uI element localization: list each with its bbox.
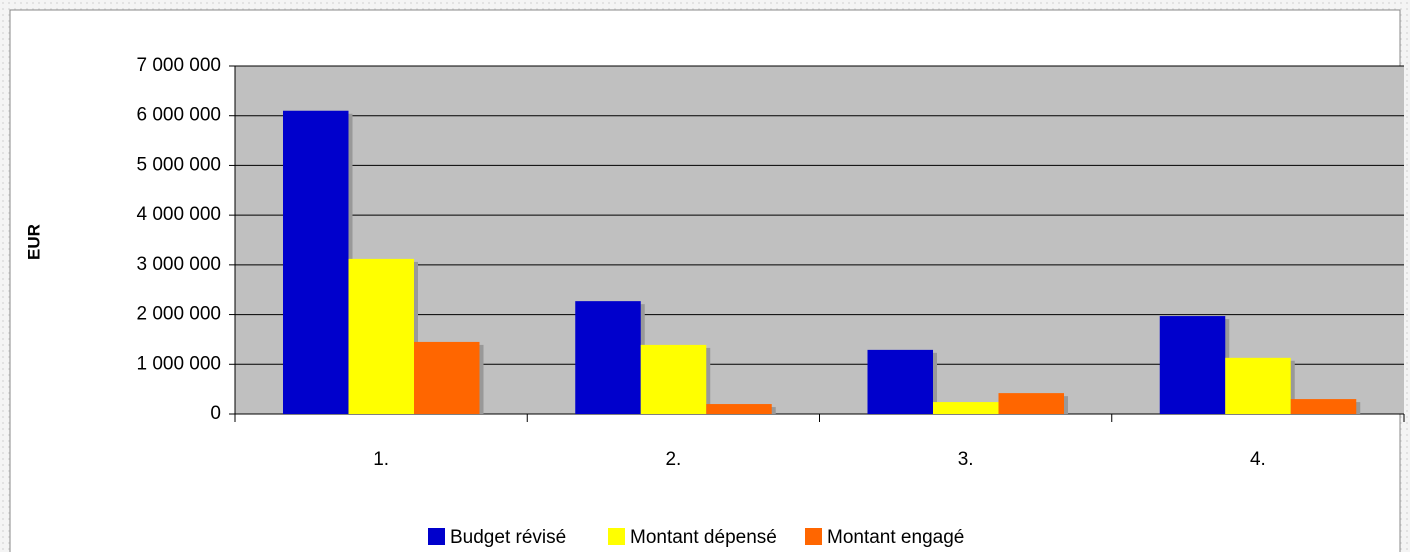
x-tick-label: 1. — [373, 449, 389, 470]
legend-label: Montant engagé — [827, 527, 964, 548]
y-tick-label: 7 000 000 — [136, 55, 221, 76]
y-tick-label: 2 000 000 — [136, 304, 221, 325]
bar — [1290, 399, 1357, 414]
legend-swatch — [608, 528, 625, 545]
y-axis-label: EUR — [24, 224, 43, 260]
x-tick-label: 4. — [1250, 449, 1266, 470]
x-tick-label: 2. — [665, 449, 681, 470]
y-tick-label: 3 000 000 — [136, 254, 221, 275]
bar — [1225, 357, 1291, 414]
y-tick-label: 1 000 000 — [136, 353, 221, 374]
bar — [414, 341, 480, 414]
y-tick-label: 4 000 000 — [136, 204, 221, 225]
bar — [348, 258, 414, 414]
bar — [933, 402, 999, 414]
legend-swatch — [428, 528, 445, 545]
y-tick-label: 5 000 000 — [136, 154, 221, 175]
legend-swatch — [805, 528, 822, 545]
bar — [867, 349, 933, 414]
legend-label: Budget révisé — [450, 527, 566, 548]
bar — [575, 301, 641, 414]
bar — [1159, 316, 1226, 414]
bar — [998, 393, 1064, 414]
x-tick-label: 3. — [958, 449, 974, 470]
bar — [640, 344, 707, 414]
bar — [706, 404, 772, 414]
bar — [283, 110, 349, 414]
legend-label: Montant dépensé — [630, 527, 777, 548]
y-tick-label: 6 000 000 — [136, 105, 221, 126]
y-tick-label: 0 — [210, 403, 221, 424]
